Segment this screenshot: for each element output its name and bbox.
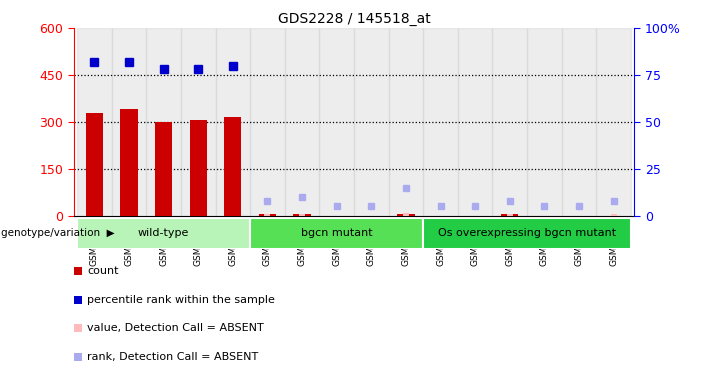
Bar [155, 122, 172, 216]
Bar [285, 28, 320, 216]
Bar [189, 120, 207, 216]
Bar [215, 28, 250, 216]
Bar [354, 28, 388, 216]
Bar [250, 28, 285, 216]
Bar [77, 217, 250, 249]
Text: Os overexpressing bgcn mutant: Os overexpressing bgcn mutant [438, 228, 616, 238]
Bar [299, 214, 305, 216]
Bar [224, 117, 242, 216]
Text: value, Detection Call = ABSENT: value, Detection Call = ABSENT [87, 323, 264, 333]
Bar [121, 110, 137, 216]
Bar [493, 28, 527, 216]
Text: count: count [87, 266, 118, 276]
Bar [423, 217, 631, 249]
Bar [562, 28, 597, 216]
Bar [403, 213, 409, 216]
Bar [527, 28, 562, 216]
Bar [397, 214, 414, 216]
Bar [111, 28, 147, 216]
Bar [181, 28, 215, 216]
Bar [77, 28, 111, 216]
Bar [458, 28, 493, 216]
Bar [501, 214, 519, 216]
Text: bgcn mutant: bgcn mutant [301, 228, 372, 238]
Bar [320, 28, 354, 216]
Text: percentile rank within the sample: percentile rank within the sample [87, 295, 275, 305]
Bar [388, 28, 423, 216]
Bar [259, 214, 276, 216]
Bar [147, 28, 181, 216]
Bar [294, 214, 311, 216]
Bar [611, 214, 617, 216]
Bar [507, 214, 513, 216]
Bar [423, 28, 458, 216]
Bar [264, 214, 271, 216]
Bar [597, 28, 631, 216]
Title: GDS2228 / 145518_at: GDS2228 / 145518_at [278, 12, 430, 26]
Bar [86, 112, 103, 216]
Bar [250, 217, 423, 249]
Text: rank, Detection Call = ABSENT: rank, Detection Call = ABSENT [87, 352, 258, 362]
Text: wild-type: wild-type [138, 228, 189, 238]
Text: genotype/variation  ▶: genotype/variation ▶ [1, 228, 114, 238]
